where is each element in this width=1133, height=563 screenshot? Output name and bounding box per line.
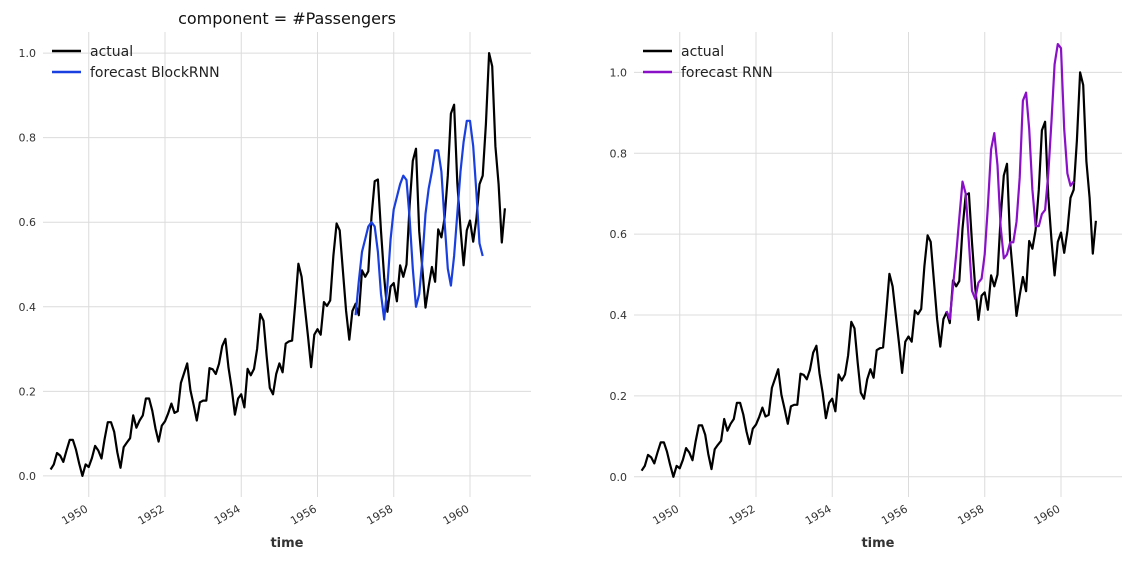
y-tick-label: 0.4 bbox=[610, 309, 628, 322]
x-tick-label: 1950 bbox=[60, 502, 91, 527]
legend-label: forecast BlockRNN bbox=[90, 65, 220, 81]
y-tick-label: 0.6 bbox=[610, 228, 628, 241]
chart-panel-2: 0.0 0.2 0.4 0.6 0.8 1.0 1950 1952 1954 1956 1958 19… bbox=[610, 32, 1122, 551]
series-line-actual bbox=[49, 51, 506, 477]
x-tick-label: 1952 bbox=[136, 502, 167, 527]
x-tick-label: 1950 bbox=[651, 502, 682, 527]
chart-title: component = #Passengers bbox=[178, 9, 396, 28]
chart-panel-1: 0.0 0.2 0.4 0.6 0.8 1.0 1950 1952 1954 1956 1958 19… bbox=[19, 9, 531, 551]
legend-label: forecast RNN bbox=[681, 65, 773, 81]
x-tick-label: 1956 bbox=[879, 502, 910, 527]
y-tick-label: 0.4 bbox=[19, 301, 37, 314]
y-tick-label: 0.2 bbox=[19, 385, 37, 398]
series-line-forecast-rnn bbox=[945, 42, 1075, 321]
x-tick-label: 1958 bbox=[956, 502, 987, 527]
x-tick-label: 1956 bbox=[288, 502, 319, 527]
x-tick-label: 1954 bbox=[212, 502, 243, 527]
x-tick-label: 1952 bbox=[727, 502, 758, 527]
y-tick-label: 0.2 bbox=[610, 390, 628, 403]
y-tick-label: 0.0 bbox=[19, 470, 37, 483]
x-tick-label: 1960 bbox=[441, 502, 472, 527]
y-tick-label: 0.0 bbox=[610, 471, 628, 484]
legend-label: actual bbox=[681, 44, 724, 60]
series-line-actual bbox=[640, 71, 1097, 478]
y-tick-label: 1.0 bbox=[19, 47, 37, 60]
y-tick-label: 1.0 bbox=[610, 66, 628, 79]
y-tick-label: 0.8 bbox=[19, 132, 37, 145]
y-tick-label: 0.8 bbox=[610, 147, 628, 160]
y-tick-label: 0.6 bbox=[19, 216, 37, 229]
x-tick-label: 1958 bbox=[365, 502, 396, 527]
x-axis-label: time bbox=[270, 536, 303, 551]
legend-label: actual bbox=[90, 44, 133, 60]
x-tick-label: 1954 bbox=[803, 502, 834, 527]
x-axis-label: time bbox=[861, 536, 894, 551]
series-line-forecast-blockrnn bbox=[354, 119, 484, 321]
x-tick-label: 1960 bbox=[1032, 502, 1063, 527]
